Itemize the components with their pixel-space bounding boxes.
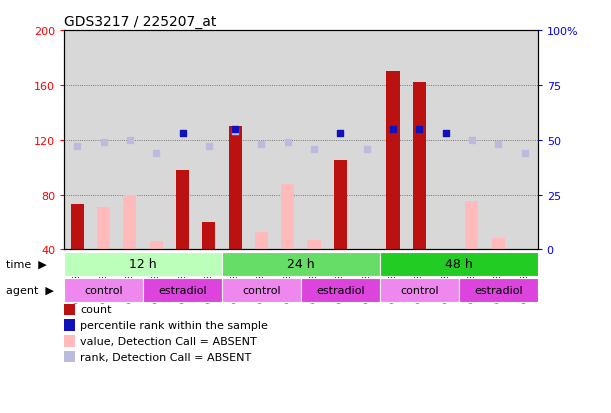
Bar (412, 83, 426, 250)
Text: control: control (84, 285, 123, 295)
Point (362, 146, 371, 152)
Point (388, 126, 398, 133)
Text: estradiol: estradiol (316, 285, 365, 295)
Bar (386, 72, 400, 250)
Bar (459, 278, 538, 302)
Bar (380, 252, 538, 276)
Bar (97, 207, 110, 250)
Point (257, 142, 266, 148)
Text: percentile rank within the sample: percentile rank within the sample (80, 320, 268, 330)
Point (441, 131, 450, 137)
Bar (334, 161, 347, 250)
Text: rank, Detection Call = ABSENT: rank, Detection Call = ABSENT (80, 352, 251, 362)
Bar (301, 278, 380, 302)
Bar (222, 252, 380, 276)
Text: GDS3217 / 225207_at: GDS3217 / 225207_at (64, 14, 216, 28)
Bar (307, 240, 321, 250)
Point (99, 139, 109, 146)
Bar (492, 239, 505, 250)
Bar (123, 195, 136, 250)
Text: value, Detection Call = ABSENT: value, Detection Call = ABSENT (80, 336, 257, 346)
Bar (229, 127, 242, 250)
Bar (281, 184, 295, 250)
Point (414, 126, 424, 133)
Bar (255, 232, 268, 250)
Bar (222, 278, 301, 302)
Text: agent  ▶: agent ▶ (6, 285, 54, 295)
Point (73, 144, 82, 150)
Text: control: control (400, 285, 439, 295)
Point (230, 128, 240, 135)
Point (283, 139, 293, 146)
Point (467, 137, 477, 144)
Text: count: count (80, 305, 112, 315)
Point (493, 142, 503, 148)
Text: 12 h: 12 h (130, 257, 157, 271)
Bar (64, 252, 222, 276)
Bar (64, 278, 143, 302)
Bar (176, 171, 189, 250)
Text: estradiol: estradiol (474, 285, 522, 295)
Point (125, 137, 135, 144)
Point (152, 150, 161, 157)
Bar (202, 223, 216, 250)
Bar (71, 205, 84, 250)
Text: 48 h: 48 h (445, 257, 473, 271)
Text: 24 h: 24 h (287, 257, 315, 271)
Point (178, 131, 188, 137)
Point (309, 146, 319, 152)
Text: time  ▶: time ▶ (6, 259, 47, 269)
Point (519, 150, 529, 157)
Bar (143, 278, 222, 302)
Bar (380, 278, 459, 302)
Point (230, 126, 240, 133)
Text: estradiol: estradiol (158, 285, 207, 295)
Point (335, 131, 345, 137)
Bar (466, 202, 478, 250)
Bar (150, 242, 163, 250)
Text: control: control (242, 285, 281, 295)
Point (204, 144, 214, 150)
